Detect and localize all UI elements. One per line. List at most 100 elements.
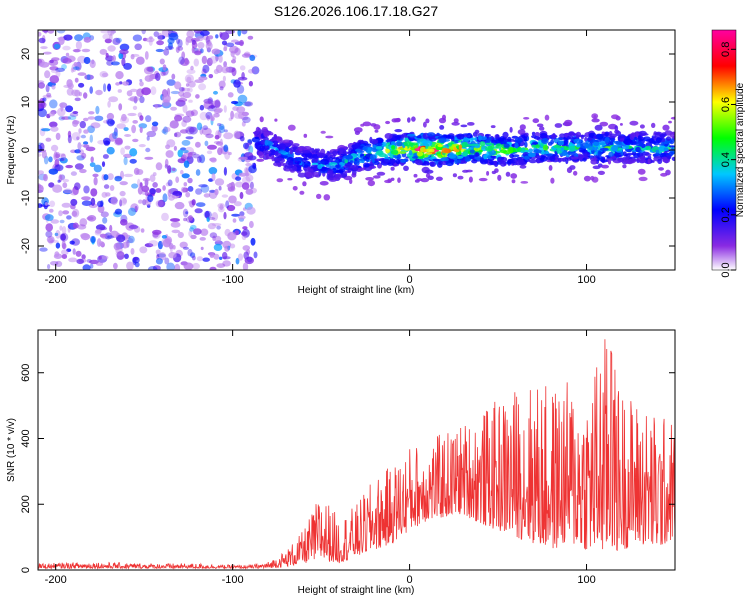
track-blob: [371, 157, 375, 164]
track-blob: [497, 138, 504, 142]
track-blob: [316, 148, 321, 152]
noise-blob: [226, 204, 236, 212]
noise-blob: [197, 156, 202, 163]
noise-blob: [218, 125, 225, 134]
track-blob: [608, 151, 614, 158]
noise-blob: [151, 121, 159, 127]
noise-blob: [89, 86, 93, 94]
track-blob: [587, 137, 593, 141]
track-blob: [411, 116, 416, 122]
noise-blob: [209, 56, 218, 64]
track-blob: [265, 155, 269, 160]
track-blob: [390, 166, 395, 171]
noise-blob: [246, 256, 253, 263]
noise-blob: [219, 86, 224, 91]
noise-blob: [87, 215, 97, 222]
noise-blob: [109, 230, 119, 238]
track-blob: [425, 173, 431, 179]
noise-blob: [181, 173, 190, 179]
track-blob: [485, 142, 494, 145]
track-blob: [521, 147, 526, 153]
noise-blob: [166, 262, 175, 270]
track-blob: [601, 164, 609, 169]
track-blob: [648, 138, 654, 144]
track-blob: [532, 141, 539, 145]
noise-blob: [162, 64, 167, 71]
noise-blob: [190, 234, 197, 240]
noise-blob: [107, 45, 116, 52]
noise-blob: [103, 174, 109, 181]
noise-blob: [177, 158, 186, 164]
noise-blob: [168, 242, 174, 250]
noise-blob: [89, 134, 94, 143]
noise-blob: [223, 144, 229, 152]
track-blob: [540, 135, 548, 139]
y-tick-label: 600: [20, 364, 32, 382]
noise-blob: [61, 249, 69, 256]
noise-blob: [89, 263, 94, 269]
noise-blob: [155, 72, 161, 82]
noise-blob: [194, 50, 202, 56]
noise-blob: [106, 118, 110, 125]
noise-blob: [122, 198, 127, 204]
track-blob: [271, 155, 275, 162]
noise-blob: [107, 100, 111, 108]
track-blob: [328, 162, 338, 166]
track-blob: [278, 150, 287, 154]
noise-blob: [77, 224, 87, 230]
track-blob: [277, 157, 282, 161]
noise-blob: [187, 186, 194, 192]
track-blob: [666, 136, 671, 141]
noise-blob: [107, 30, 115, 36]
noise-blob: [40, 101, 47, 108]
noise-blob: [163, 126, 171, 133]
noise-blob: [187, 126, 197, 133]
colorbar-ticks: 0.0 0.2 0.4 0.6 0.8: [720, 42, 736, 278]
noise-blob: [109, 185, 115, 191]
track-blob: [576, 144, 581, 148]
noise-blob: [196, 122, 203, 131]
noise-blob: [119, 49, 129, 55]
noise-blob: [186, 69, 196, 75]
noise-blob: [216, 225, 221, 230]
track-blob: [483, 154, 488, 160]
noise-blob: [57, 157, 65, 162]
noise-blob: [83, 36, 92, 43]
noise-blob: [70, 198, 78, 206]
noise-blob: [191, 41, 198, 49]
noise-blob: [164, 236, 173, 245]
noise-blob: [188, 230, 193, 237]
noise-blob: [72, 248, 76, 255]
track-blob: [578, 154, 585, 159]
noise-blob: [124, 237, 134, 244]
y-tick-label: 10: [20, 96, 32, 108]
noise-blob: [218, 206, 225, 213]
noise-blob: [181, 120, 187, 127]
track-blob: [432, 158, 440, 162]
track-blob: [631, 140, 637, 146]
noise-blob: [65, 164, 73, 169]
noise-blob: [39, 247, 48, 252]
noise-blob: [137, 178, 141, 188]
noise-blob: [190, 65, 194, 71]
track-blob: [409, 138, 414, 142]
track-blob: [531, 131, 536, 136]
noise-blob: [177, 39, 183, 48]
noise-blob: [145, 37, 155, 43]
track-blob: [497, 174, 502, 181]
noise-blob: [183, 182, 188, 187]
noise-blob: [74, 163, 84, 170]
noise-blob: [131, 53, 140, 57]
noise-blob: [170, 218, 180, 222]
noise-blob: [238, 156, 248, 160]
noise-blob: [180, 58, 190, 66]
noise-blob: [134, 43, 142, 51]
track-blob: [335, 173, 342, 180]
track-blob: [604, 132, 609, 137]
noise-blob: [95, 229, 102, 234]
track-blob: [320, 130, 326, 134]
track-blob: [469, 143, 479, 147]
noise-blob: [65, 52, 70, 57]
noise-blob: [41, 128, 51, 132]
noise-blob: [104, 38, 112, 44]
